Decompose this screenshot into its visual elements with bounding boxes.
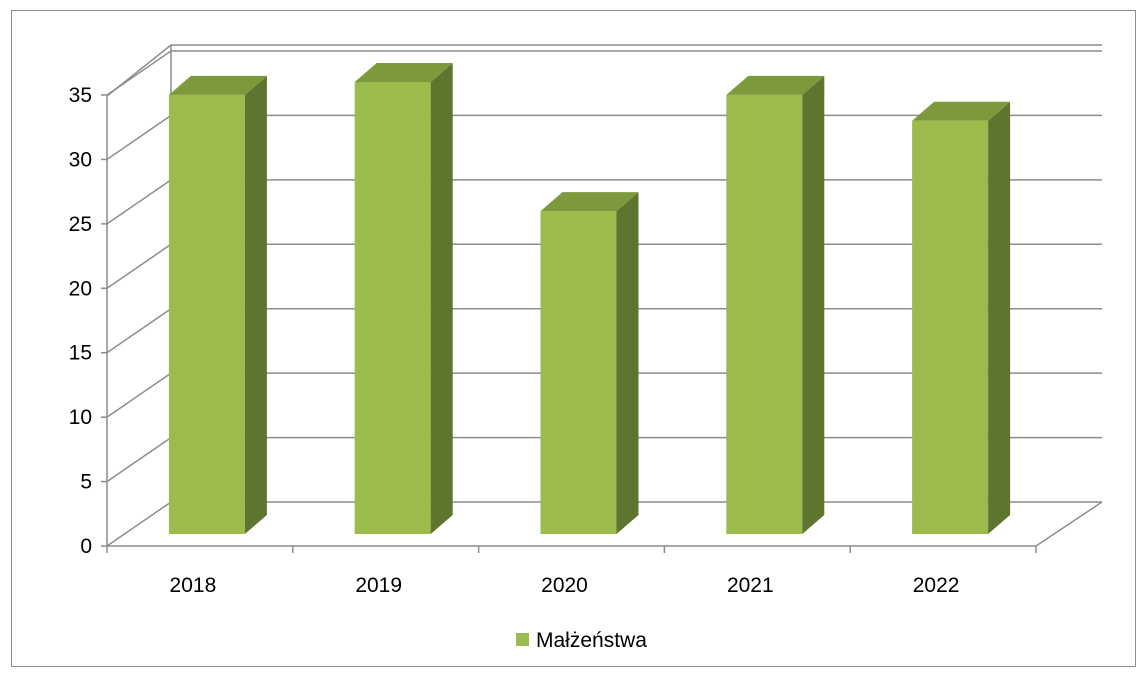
bar-side-2020 [616, 192, 639, 534]
y-tick-label-30: 30 [69, 148, 92, 171]
gridline-wall-20 [106, 243, 172, 289]
bar-top-2022 [912, 101, 1011, 121]
y-tick-label-15: 15 [69, 342, 92, 365]
x-tick-label-2020: 2020 [541, 574, 588, 597]
y-tick-label-10: 10 [69, 406, 92, 429]
x-tick-label-2019: 2019 [355, 574, 402, 597]
y-tick-label-5: 5 [80, 471, 92, 494]
bar-top-2018 [168, 75, 267, 95]
y-tick-label-35: 35 [69, 84, 92, 107]
bars [168, 63, 1011, 535]
gridline-wall-25 [106, 179, 172, 225]
bar-side-2022 [988, 101, 1011, 534]
x-tick-label-2021: 2021 [727, 574, 774, 597]
legend-label-malzenstwa: Małżeństwa [536, 629, 647, 652]
bar-side-2021 [802, 75, 825, 535]
bar-2020 [540, 192, 639, 534]
bar-2019 [354, 63, 453, 534]
bar-top-2021 [726, 75, 825, 95]
gridline-wall-top [106, 44, 172, 97]
floor-right-edge [1035, 501, 1103, 547]
x-tick-label-2022: 2022 [913, 574, 960, 597]
gridline-wall-0 [106, 501, 172, 547]
gridline-wall-10 [106, 372, 172, 418]
gridline-wall-5 [106, 436, 172, 483]
y-tick-label-25: 25 [69, 213, 92, 236]
bar-2022 [912, 101, 1011, 534]
bar-2021 [726, 75, 825, 535]
bar-side-2018 [244, 75, 267, 535]
y-tick-label-0: 0 [80, 535, 92, 558]
bar-2018 [168, 75, 267, 535]
bar-side-2019 [430, 63, 453, 534]
bar-front-2021 [726, 94, 803, 535]
x-tick-label-2018: 2018 [170, 574, 217, 597]
y-tick-label-20: 20 [69, 277, 92, 300]
gridline-wall-30 [106, 114, 172, 161]
legend-swatch-malzenstwa [516, 633, 529, 646]
bar-top-2019 [354, 63, 453, 82]
y-axis-tick-labels: 0 5 10 15 20 25 30 35 [69, 84, 92, 558]
gridline-wall-15 [106, 308, 172, 354]
legend: Małżeństwa [516, 629, 647, 652]
bar-top-2020 [540, 192, 639, 212]
bar-front-2019 [354, 82, 431, 534]
bar-front-2020 [540, 211, 617, 534]
bar-front-2018 [168, 94, 245, 535]
bar-front-2022 [912, 120, 989, 534]
x-axis-tick-labels: 2018 2019 2020 2021 2022 [170, 574, 960, 597]
